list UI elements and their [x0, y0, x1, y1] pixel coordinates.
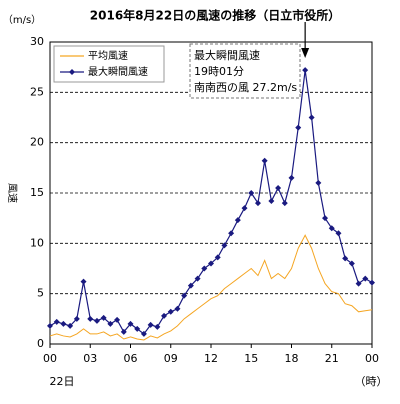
- marker: [187, 282, 194, 289]
- marker: [308, 114, 315, 121]
- marker: [248, 190, 255, 196]
- marker: [241, 205, 248, 212]
- marker: [134, 325, 141, 332]
- marker: [154, 323, 161, 330]
- x-tick-label: 06: [124, 352, 138, 365]
- marker: [80, 278, 87, 285]
- y-axis-label: 風速: [6, 183, 18, 203]
- y-tick-label: 25: [30, 85, 44, 98]
- marker: [140, 330, 147, 337]
- date-label: 22日: [50, 375, 75, 388]
- marker: [362, 275, 369, 282]
- marker: [348, 260, 355, 267]
- series-line: [49, 70, 373, 335]
- marker: [268, 198, 275, 205]
- x-tick-label: 00: [365, 352, 379, 365]
- x-tick-label: 21: [325, 352, 339, 365]
- marker: [369, 279, 375, 286]
- annotation-text: 19時01分: [194, 65, 244, 78]
- y-tick-label: 30: [30, 35, 44, 48]
- annotation-text: 南南西の風 27.2m/s: [194, 81, 297, 94]
- marker: [315, 179, 322, 186]
- marker: [67, 322, 74, 329]
- marker: [234, 217, 241, 224]
- annotation-arrowhead: [301, 48, 310, 58]
- marker: [261, 157, 268, 164]
- x-tick-label: 15: [244, 352, 258, 365]
- marker: [194, 275, 201, 282]
- marker: [281, 200, 288, 207]
- legend-marker: [69, 69, 75, 75]
- marker: [228, 230, 235, 237]
- y-tick-label: 10: [30, 236, 44, 249]
- marker: [295, 124, 302, 131]
- marker: [47, 322, 53, 329]
- marker: [342, 255, 349, 262]
- y-tick-label: 0: [37, 337, 44, 350]
- y-tick-label: 15: [30, 186, 44, 199]
- annotation-box: [189, 43, 301, 99]
- marker: [107, 320, 114, 327]
- marker: [322, 215, 329, 222]
- x-tick-label: 12: [204, 352, 218, 365]
- legend-label: 最大瞬間風速: [88, 65, 148, 78]
- marker: [355, 280, 362, 287]
- y-tick-label: 20: [30, 136, 44, 149]
- x-tick-label: 09: [164, 352, 178, 365]
- marker: [214, 254, 221, 261]
- marker: [181, 292, 188, 299]
- marker: [174, 305, 181, 312]
- marker: [201, 265, 208, 272]
- marker: [288, 174, 295, 181]
- y-unit: （m/s）: [3, 14, 41, 26]
- annotation-text: 最大瞬間風速: [194, 48, 260, 62]
- y-tick-label: 5: [37, 287, 44, 300]
- marker: [60, 320, 67, 327]
- marker: [127, 320, 134, 327]
- marker: [114, 316, 121, 323]
- marker: [87, 315, 94, 322]
- marker: [167, 308, 174, 315]
- x-tick-label: 00: [43, 352, 57, 365]
- marker: [302, 67, 309, 74]
- marker: [53, 318, 60, 325]
- marker: [93, 317, 100, 324]
- marker: [161, 312, 168, 319]
- marker: [147, 321, 154, 328]
- marker: [221, 242, 228, 249]
- x-tick-label: 18: [285, 352, 299, 365]
- legend-box: [53, 45, 165, 83]
- marker: [275, 184, 282, 191]
- marker: [254, 200, 261, 207]
- marker: [208, 260, 214, 267]
- marker: [328, 225, 335, 232]
- marker: [335, 230, 342, 237]
- legend-label: 平均風速: [88, 50, 128, 62]
- marker: [120, 328, 127, 335]
- marker: [73, 315, 80, 322]
- chart-title: 2016年8月22日の風速の推移（日立市役所）: [90, 8, 340, 23]
- x-unit: （時）: [355, 375, 388, 388]
- series-line: [49, 234, 373, 341]
- marker: [100, 314, 107, 321]
- x-tick-label: 03: [83, 352, 97, 365]
